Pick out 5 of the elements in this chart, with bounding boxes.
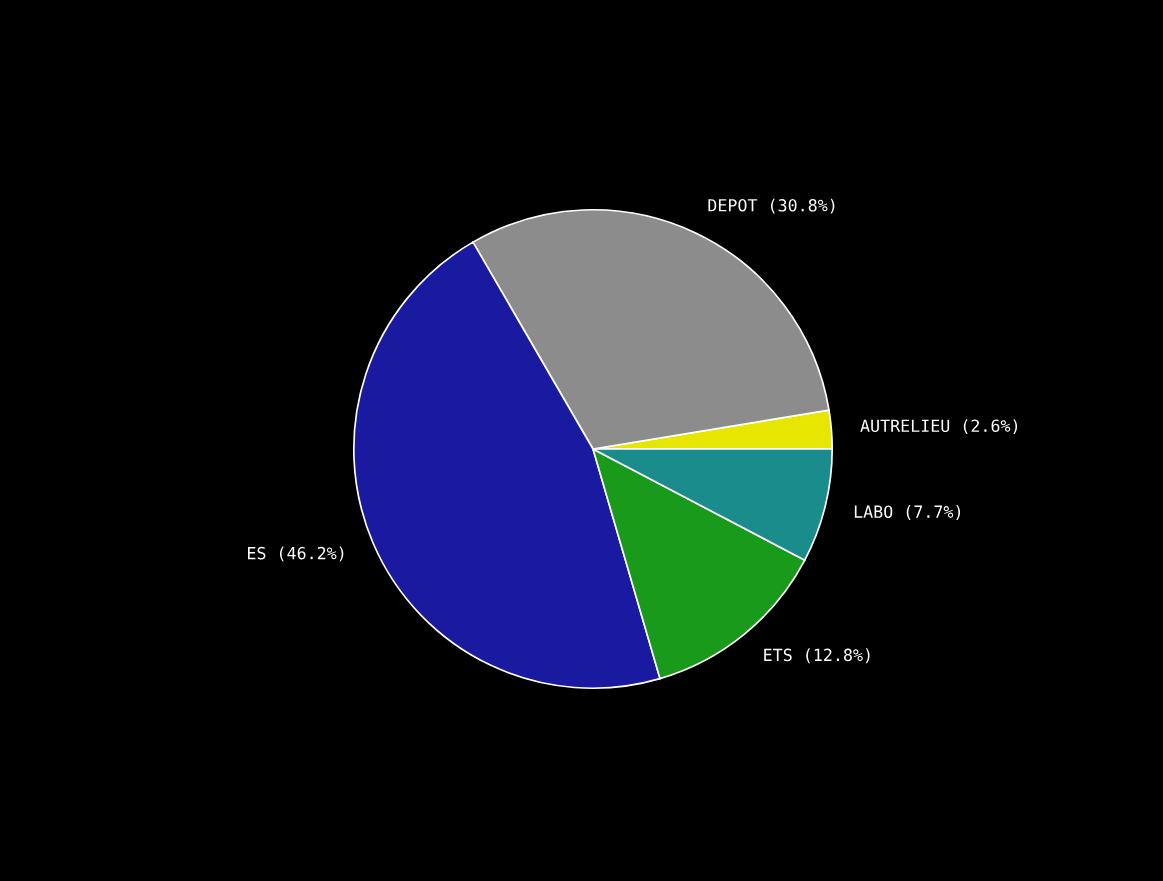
slice-label: AUTRELIEU (2.6%) bbox=[860, 419, 1018, 434]
slice-label: LABO (7.7%) bbox=[854, 505, 961, 520]
slice-label: DEPOT (30.8%) bbox=[708, 198, 835, 214]
slice-label: ETS (12.8%) bbox=[764, 648, 870, 664]
slice-label: ES (46.2%) bbox=[248, 546, 344, 562]
